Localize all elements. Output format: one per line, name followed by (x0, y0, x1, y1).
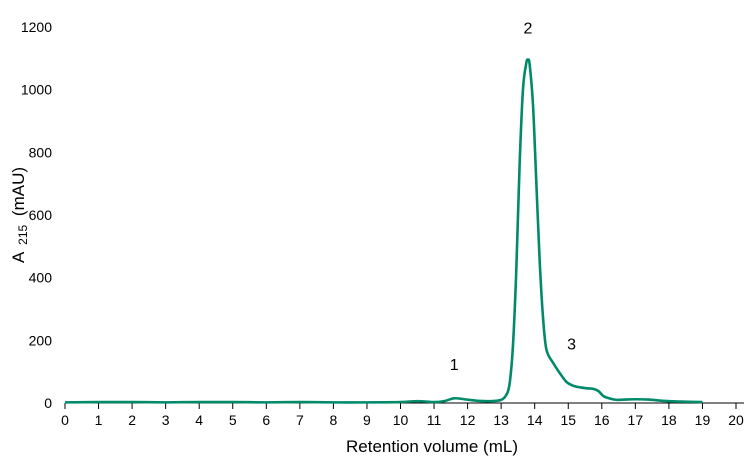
x-tick-label: 10 (393, 412, 409, 428)
peak-annotations: 1 2 3 (450, 20, 576, 374)
y-tick-label: 1200 (21, 19, 52, 35)
x-tick-label: 18 (661, 412, 677, 428)
x-tick-label: 11 (427, 412, 442, 428)
y-tick-label: 800 (29, 144, 53, 160)
x-tick-label: 4 (195, 412, 203, 428)
x-tick-label: 0 (61, 412, 69, 428)
x-tick-label: 13 (493, 412, 509, 428)
y-tick-label: 0 (44, 395, 52, 411)
y-axis: 0 200 400 600 800 1000 1200 (21, 19, 52, 411)
y-axis-label-main: A (9, 251, 28, 263)
x-tick-label: 7 (296, 412, 304, 428)
x-tick-label: 8 (330, 412, 338, 428)
x-axis-label: Retention volume (mL) (346, 437, 518, 456)
x-tick-label: 9 (363, 412, 371, 428)
y-tick-label: 200 (29, 332, 53, 348)
x-tick-label: 5 (229, 412, 237, 428)
peak-label-3: 3 (567, 337, 576, 354)
peak-label-2: 2 (524, 20, 533, 37)
x-tick-label: 20 (728, 412, 744, 428)
x-tick-label: 19 (695, 412, 711, 428)
x-tick-label: 14 (527, 412, 543, 428)
x-tick-label: 6 (262, 412, 270, 428)
y-tick-label: 1000 (21, 82, 52, 98)
x-tick-label: 17 (628, 412, 644, 428)
x-tick-label: 16 (594, 412, 610, 428)
y-axis-label-sub: 215 (16, 225, 30, 245)
x-tick-label: 1 (95, 412, 103, 428)
x-tick-label: 3 (162, 412, 170, 428)
y-axis-label-unit: (mAU) (9, 167, 28, 216)
peak-label-1: 1 (450, 357, 459, 374)
x-tick-label: 15 (560, 412, 576, 428)
y-axis-label: A 215 (mAU) (9, 167, 31, 263)
x-tick-label: 2 (128, 412, 136, 428)
series-line (64, 58, 703, 404)
x-tick-label: 12 (460, 412, 476, 428)
y-tick-label: 600 (29, 207, 53, 223)
x-axis: 0 1 2 3 4 5 6 7 8 9 10 11 12 13 14 15 16 17 18 19 20 (61, 403, 744, 428)
y-tick-label: 400 (29, 270, 53, 286)
